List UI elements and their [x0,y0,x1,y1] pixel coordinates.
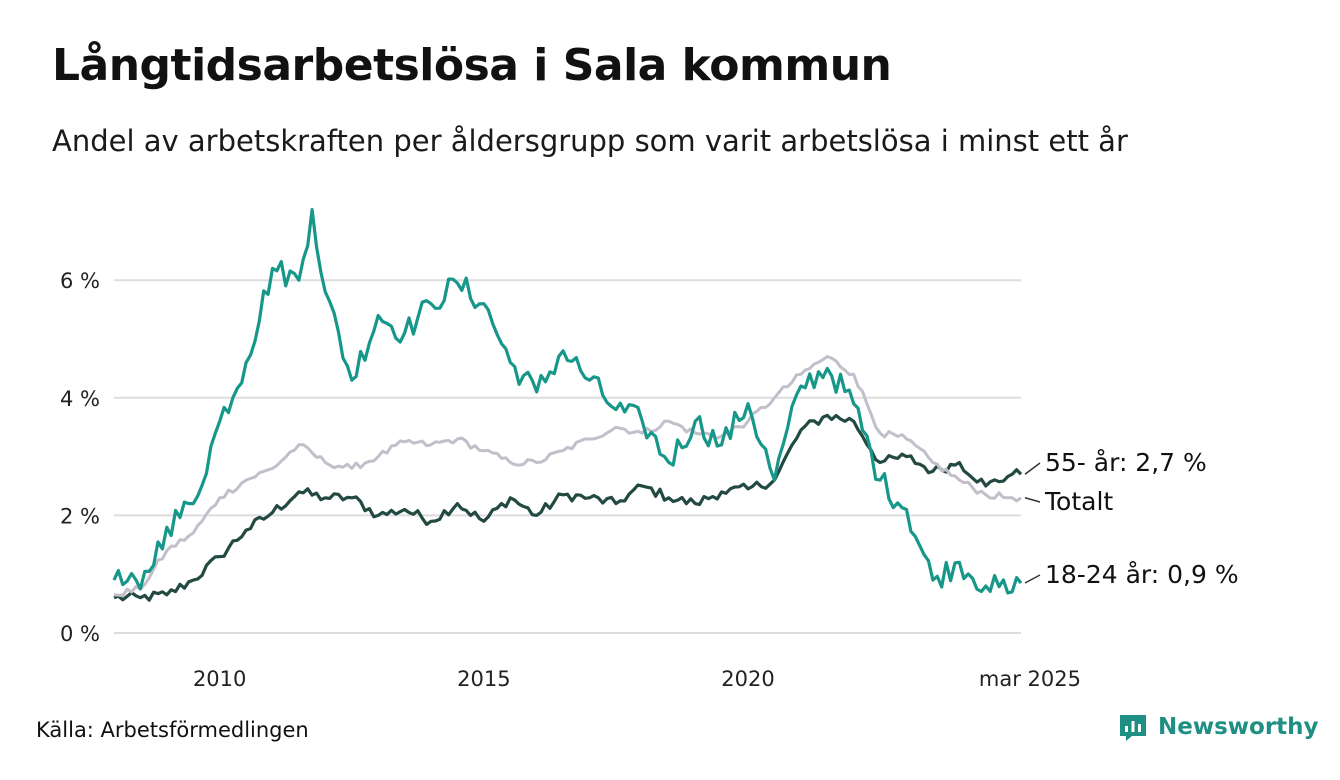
series-end-label-total: Totalt [1044,487,1113,516]
x-axis-labels: 2010 2015 2020 mar 2025 [193,667,1081,691]
source-note: Källa: Arbetsförmedlingen [36,718,309,742]
y-tick-label: 4 % [60,387,100,411]
series-line-total [113,355,1022,598]
y-tick-label: 6 % [60,269,100,293]
end-label-connector [1024,574,1041,584]
series-end-labels: 55- år: 2,7 % Totalt 18-24 år: 0,9 % [1024,448,1239,589]
brand-name: Newsworthy [1158,714,1319,740]
y-tick-label: 2 % [60,504,100,528]
end-label-connector [1024,497,1041,503]
series-line-youth [112,208,1023,595]
chart-subtitle: Andel av arbetskraften per åldersgrupp s… [52,124,1128,158]
brand-logo: Newsworthy [1118,712,1319,742]
grid-lines [114,279,1021,634]
y-tick-label: 0 % [60,622,100,646]
x-tick-label: 2015 [457,667,510,691]
x-tick-label: 2020 [721,667,774,691]
x-tick-label: mar 2025 [979,667,1081,691]
series-line-older [113,413,1023,602]
newsworthy-logo-icon [1120,715,1146,741]
series-lines [112,208,1023,602]
x-tick-label: 2010 [193,667,246,691]
end-label-connector [1024,462,1041,475]
chart-title: Långtidsarbetslösa i Sala kommun [52,40,892,91]
y-axis-labels: 0 % 2 % 4 % 6 % [60,269,100,646]
series-end-label-older: 55- år: 2,7 % [1045,448,1207,477]
series-end-label-youth: 18-24 år: 0,9 % [1045,560,1239,589]
line-chart: 0 % 2 % 4 % 6 % 2010 2015 2020 mar 2025 55- år… [60,208,1239,691]
